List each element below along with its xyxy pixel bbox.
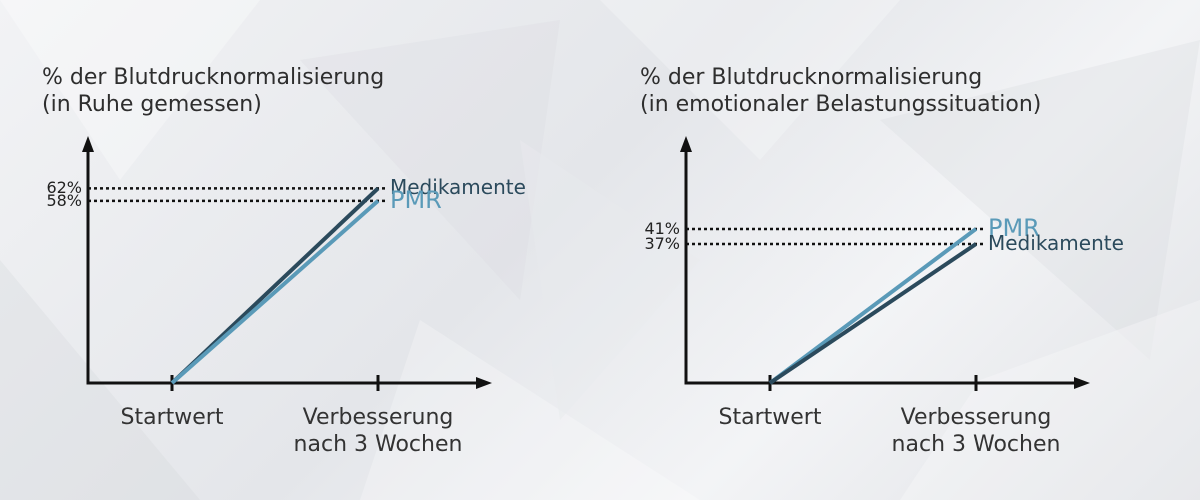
y-tick-label: 58%	[46, 190, 82, 210]
x-tick-label: Verbesserung nach 3 Wochen	[293, 405, 463, 457]
chart-title: % der Blutdrucknormalisierung (in Ruhe g…	[42, 65, 385, 117]
series-label: PMR	[390, 185, 442, 214]
y-tick-label: 62%	[46, 178, 82, 198]
series-label: Medikamente	[390, 175, 526, 200]
x-tick-label: Startwert	[718, 405, 822, 430]
series-label: PMR	[988, 213, 1040, 242]
line	[768, 242, 978, 385]
x-axis-arrow	[476, 377, 492, 389]
y-axis-arrow	[82, 136, 94, 152]
line	[768, 227, 978, 385]
x-tick-label: Startwert	[120, 405, 224, 430]
line	[170, 199, 380, 385]
chart-title: % der Blutdrucknormalisierung (in emotio…	[640, 65, 1042, 117]
y-tick-label: 41%	[644, 218, 680, 238]
x-tick-label: Verbesserung nach 3 Wochen	[891, 405, 1061, 457]
y-tick-label: 37%	[644, 233, 680, 253]
x-axis-arrow	[1074, 377, 1090, 389]
series-label: Medikamente	[988, 230, 1124, 255]
y-axis-arrow	[680, 136, 692, 152]
